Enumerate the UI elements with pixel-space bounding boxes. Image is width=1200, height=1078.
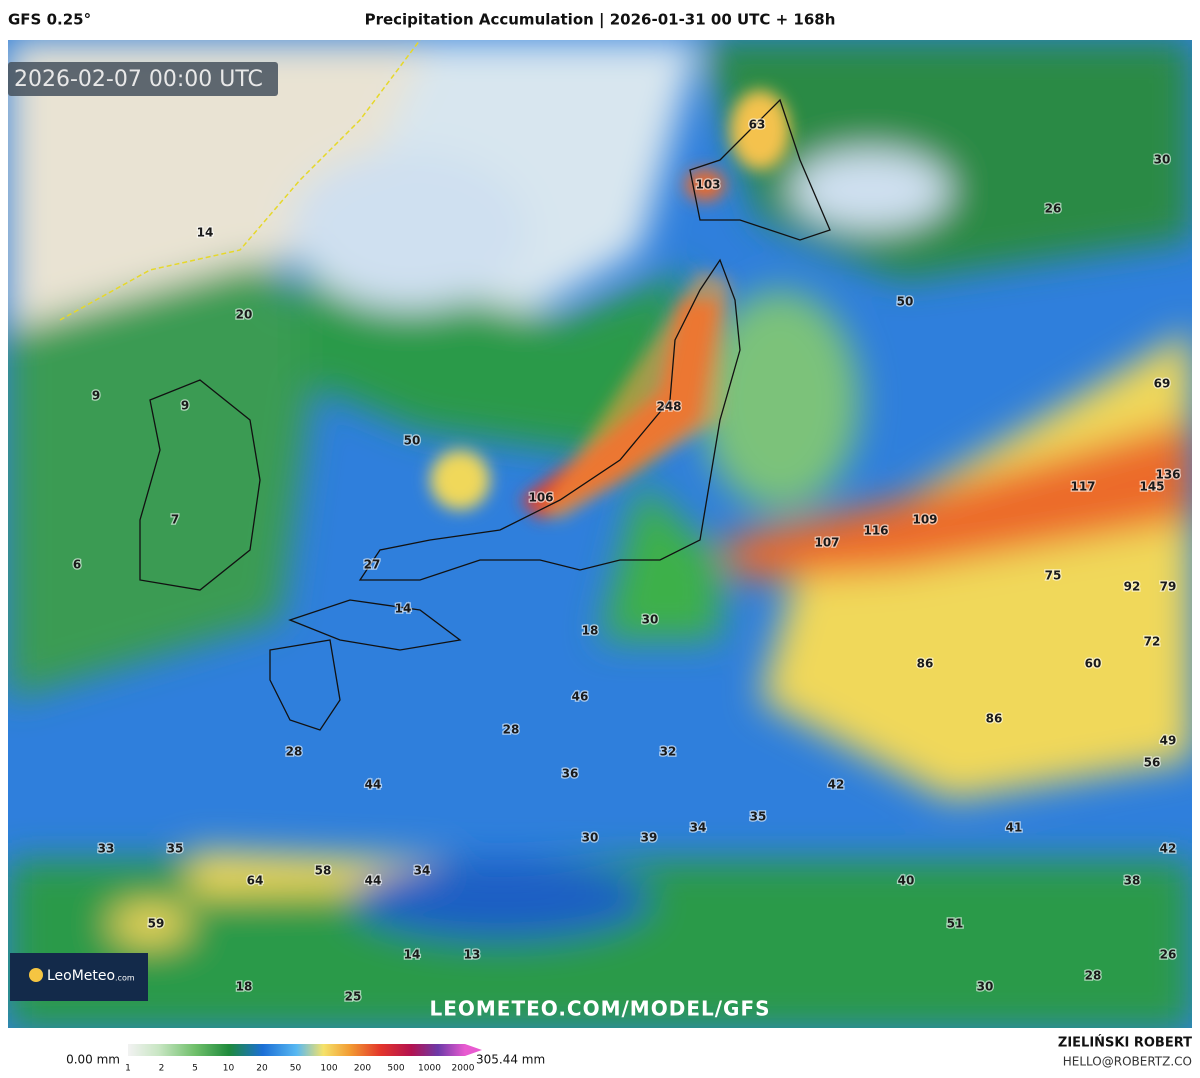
value-label: 13	[464, 948, 481, 962]
value-label: 42	[1160, 842, 1177, 856]
value-label: 34	[690, 821, 707, 835]
value-label: 86	[917, 657, 934, 671]
value-label: 35	[750, 810, 767, 824]
value-label: 36	[562, 767, 579, 781]
watermark: LEOMETEO.COM/MODEL/GFS	[429, 997, 770, 1021]
value-label: 26	[1045, 202, 1062, 216]
value-label: 72	[1144, 635, 1161, 649]
value-label: 106	[528, 491, 553, 505]
model-name: GFS 0.25°	[8, 11, 91, 29]
value-label: 39	[641, 831, 658, 845]
value-label: 107	[814, 536, 839, 550]
value-label: 9	[181, 399, 189, 413]
value-label: 60	[1085, 657, 1102, 671]
value-label: 33	[98, 842, 115, 856]
value-label: 109	[912, 513, 937, 527]
colorbar-tick-label: 10	[223, 1064, 235, 1074]
border	[59, 40, 421, 321]
colorbar	[128, 1044, 465, 1056]
value-label: 30	[1154, 153, 1171, 167]
value-label: 145	[1139, 480, 1164, 494]
title: Precipitation Accumulation | 2026-01-31 …	[365, 11, 836, 30]
timestamp: 2026-02-07 00:00 UTC	[14, 67, 263, 92]
value-label: 79	[1160, 580, 1177, 594]
value-label: 103	[695, 178, 720, 192]
value-label: 49	[1160, 734, 1177, 748]
value-label: 28	[1085, 969, 1102, 983]
value-label: 50	[897, 295, 914, 309]
value-label: 6	[73, 558, 81, 572]
value-label: 58	[315, 864, 332, 878]
value-label: 35	[167, 842, 184, 856]
logo-icon	[29, 968, 43, 982]
value-label: 59	[148, 917, 165, 931]
value-label: 30	[642, 613, 659, 627]
value-label: 136	[1155, 468, 1180, 482]
value-label: 14	[197, 226, 214, 240]
logo-suffix: .com	[115, 974, 135, 983]
value-label: 92	[1124, 580, 1141, 594]
value-label: 27	[364, 558, 381, 572]
value-label: 116	[863, 524, 888, 538]
value-label: 28	[286, 745, 303, 759]
legend-min: 0.00 mm	[66, 1053, 120, 1067]
value-label: 18	[582, 624, 599, 638]
value-label: 44	[365, 874, 382, 888]
value-label: 38	[1124, 874, 1141, 888]
value-label: 42	[828, 778, 845, 792]
colorbar-tick-label: 20	[256, 1064, 268, 1074]
value-label: 86	[986, 712, 1003, 726]
colorbar-tick-label: 50	[290, 1064, 302, 1074]
colorbar-tick-label: 5	[192, 1064, 198, 1074]
colorbar-tick-label: 200	[354, 1064, 371, 1074]
colorbar-tick-label: 2	[159, 1064, 165, 1074]
value-label: 28	[503, 723, 520, 737]
value-label: 18	[236, 980, 253, 994]
value-label: 248	[656, 400, 681, 414]
value-label: 34	[414, 864, 431, 878]
value-label: 69	[1154, 377, 1171, 391]
value-label: 63	[749, 118, 766, 132]
value-label: 30	[977, 980, 994, 994]
coastlines	[139, 98, 831, 731]
value-label: 64	[247, 874, 264, 888]
colorbar-tick-label: 500	[387, 1064, 404, 1074]
value-label: 20	[236, 308, 253, 322]
colorbar-tick-label: 2000	[452, 1064, 475, 1074]
value-label: 50	[404, 434, 421, 448]
value-label: 40	[898, 874, 915, 888]
value-label: 14	[395, 602, 412, 616]
legend-max: 305.44 mm	[476, 1053, 545, 1067]
value-label: 9	[92, 389, 100, 403]
value-label: 14	[404, 948, 421, 962]
value-label: 26	[1160, 948, 1177, 962]
value-label: 44	[365, 778, 382, 792]
colorbar-tick-label: 100	[320, 1064, 337, 1074]
colorbar-arrow	[465, 1044, 482, 1056]
logo-name: LeoMeteo	[47, 968, 115, 984]
colorbar-tick-label: 1000	[418, 1064, 441, 1074]
value-label: 30	[582, 831, 599, 845]
value-label: 51	[947, 917, 964, 931]
value-label: 7	[171, 513, 179, 527]
value-label: 56	[1144, 756, 1161, 770]
credit-name: ZIELIŃSKI ROBERT	[1058, 1035, 1192, 1051]
value-label: 117	[1070, 480, 1095, 494]
timestamp-box	[8, 62, 278, 96]
value-label: 25	[345, 990, 362, 1004]
value-label: 41	[1006, 821, 1023, 835]
value-label: 46	[572, 690, 589, 704]
credit-email: HELLO@ROBERTZ.CO	[1063, 1055, 1192, 1069]
colorbar-tick-label: 1	[125, 1064, 131, 1074]
value-label: 32	[660, 745, 677, 759]
value-label: 75	[1045, 569, 1062, 583]
